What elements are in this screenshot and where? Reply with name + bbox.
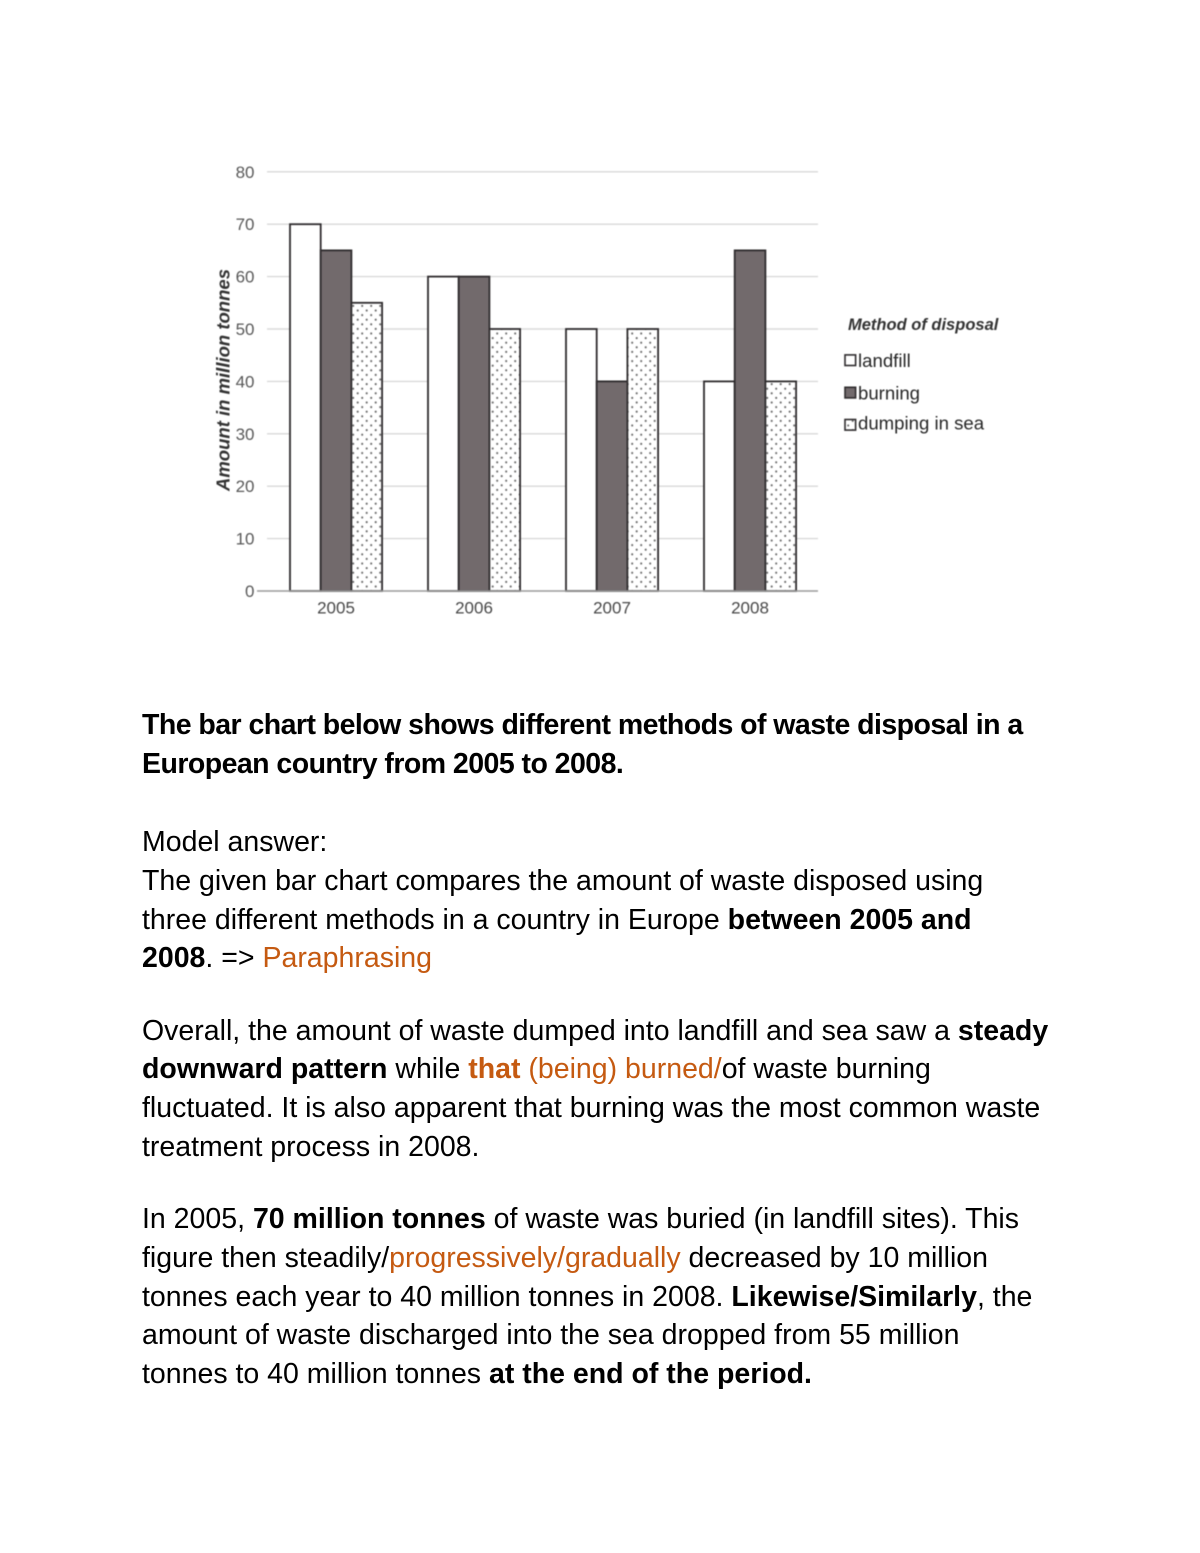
svg-text:burning: burning [858,383,920,404]
svg-text:70: 70 [236,215,255,234]
svg-text:2006: 2006 [455,599,493,618]
svg-text:30: 30 [236,425,255,444]
svg-text:Amount in million tonnes: Amount in million tonnes [213,269,234,492]
svg-text:10: 10 [236,530,255,549]
svg-text:2005: 2005 [317,599,355,618]
svg-text:40: 40 [236,372,255,391]
svg-text:2007: 2007 [593,599,631,618]
svg-text:Method of disposal: Method of disposal [848,316,999,334]
svg-text:50: 50 [236,320,255,339]
svg-text:60: 60 [236,268,255,287]
svg-text:80: 80 [236,163,255,182]
svg-text:0: 0 [245,582,254,601]
svg-text:dumping in sea: dumping in sea [858,413,985,434]
svg-text:20: 20 [236,477,255,496]
svg-text:2008: 2008 [731,599,769,618]
svg-text:landfill: landfill [858,350,911,371]
